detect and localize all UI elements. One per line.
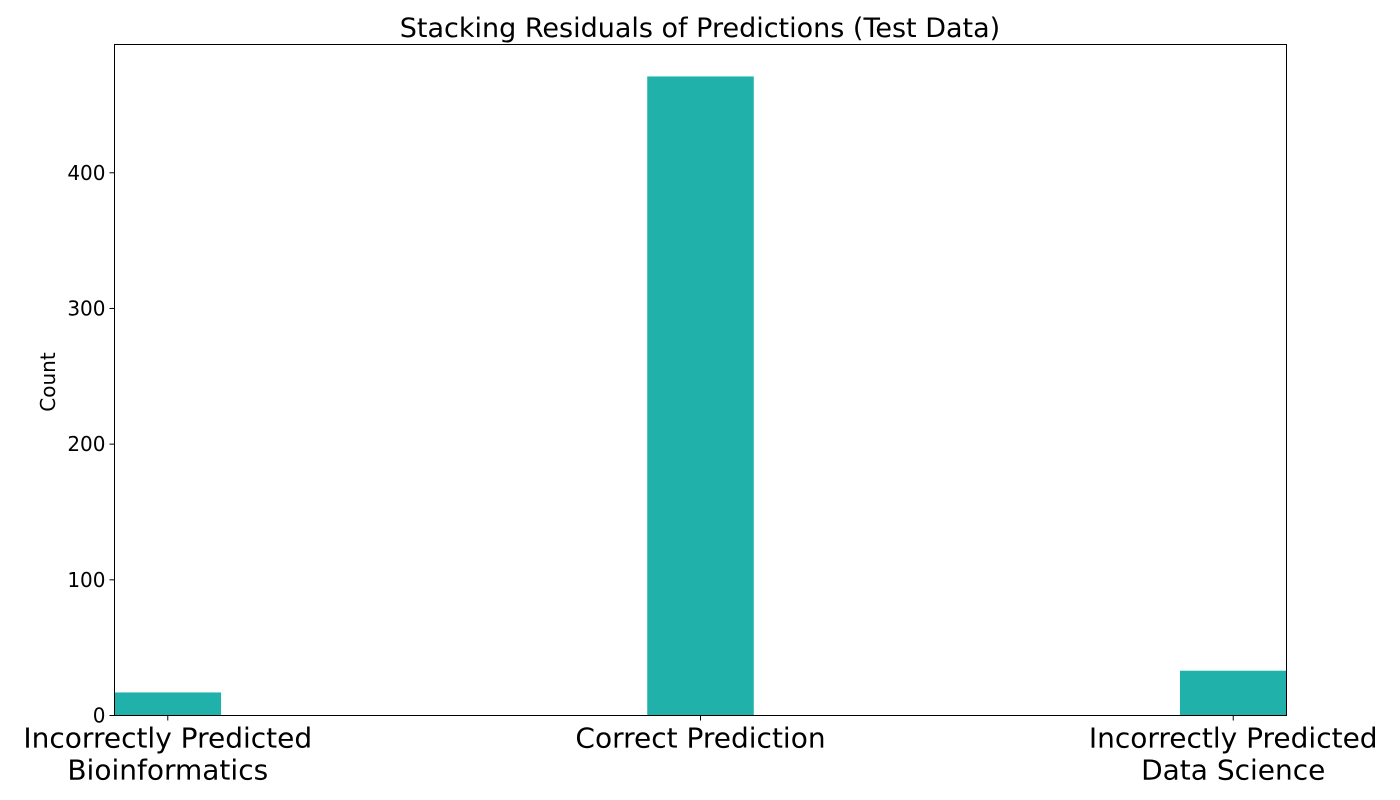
y-tick-label: 300 [67, 296, 105, 320]
y-tick-label: 200 [67, 432, 105, 456]
x-axis-ticks: Incorrectly Predicted BioinformaticsCorre… [23, 715, 1378, 787]
x-tick-label: Incorrectly Predicted Data Science [1089, 722, 1378, 787]
y-axis-label: Count [36, 352, 60, 412]
bar [647, 76, 754, 716]
chart-title: Stacking Residuals of Predictions (Test … [400, 13, 1000, 44]
x-tick-label: Incorrectly Predicted Bioinformatics [23, 722, 312, 787]
y-axis-ticks: 0 100 200 300 400 [67, 161, 115, 728]
x-tick-label-line: Correct Prediction [575, 722, 825, 755]
plot-frame [114, 44, 1287, 716]
bar [114, 692, 222, 716]
x-tick-label-line: Bioinformatics [67, 754, 268, 787]
x-tick-label-line: Data Science [1141, 754, 1325, 787]
x-tick-label-line: Incorrectly Predicted [23, 722, 312, 755]
bar [1179, 670, 1287, 716]
y-tick-label: 0 [93, 704, 106, 728]
x-tick-label-line: Incorrectly Predicted [1089, 722, 1378, 755]
bars-group [114, 76, 1287, 716]
x-tick-label: Correct Prediction [575, 722, 825, 755]
y-tick-label: 400 [67, 161, 105, 185]
y-tick-label: 100 [67, 568, 105, 592]
